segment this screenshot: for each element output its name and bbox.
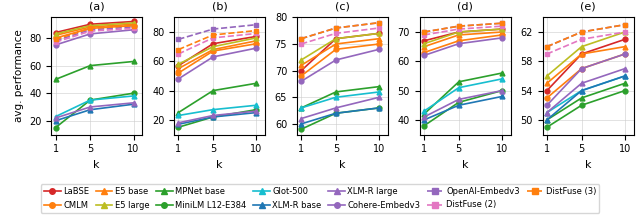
X-axis label: k: k bbox=[339, 160, 346, 170]
X-axis label: k: k bbox=[93, 160, 100, 170]
X-axis label: k: k bbox=[462, 160, 468, 170]
Title: (d): (d) bbox=[458, 1, 473, 11]
Title: (a): (a) bbox=[89, 1, 104, 11]
Title: (c): (c) bbox=[335, 1, 350, 11]
Title: (e): (e) bbox=[580, 1, 596, 11]
Y-axis label: avg. performance: avg. performance bbox=[13, 30, 24, 122]
X-axis label: k: k bbox=[216, 160, 223, 170]
Title: (b): (b) bbox=[212, 1, 227, 11]
Legend: LaBSE, CMLM, E5 base, E5 large, MPNet base, MiniLM L12-E384, Glot-500, XLM-R bas: LaBSE, CMLM, E5 base, E5 large, MPNet ba… bbox=[40, 184, 600, 213]
X-axis label: k: k bbox=[585, 160, 591, 170]
